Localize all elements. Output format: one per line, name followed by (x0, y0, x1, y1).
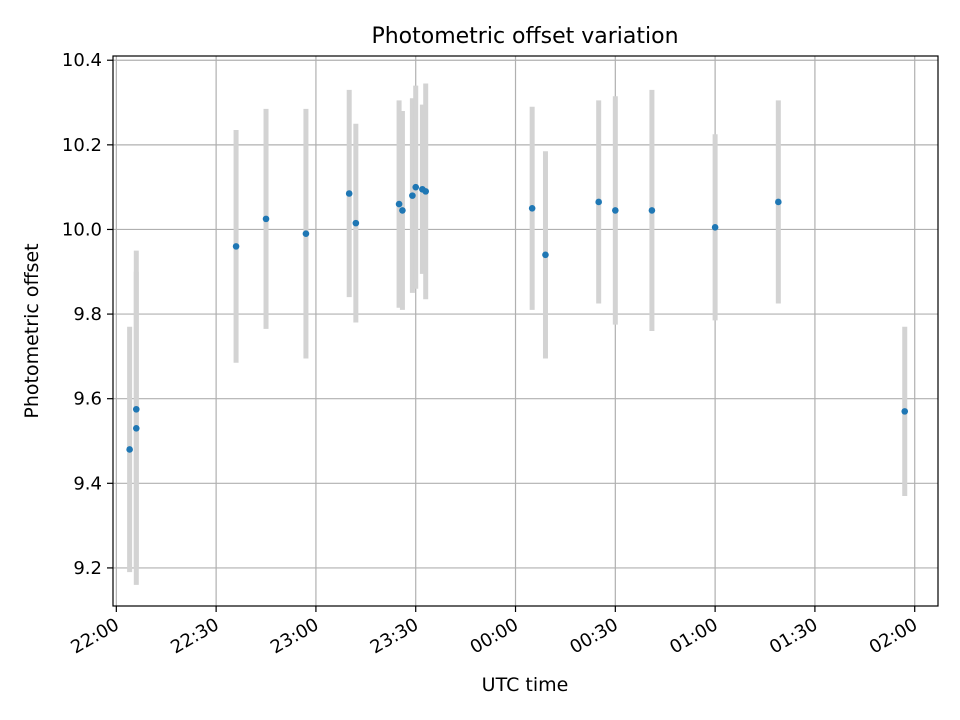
data-point (352, 219, 360, 227)
data-point (345, 190, 353, 197)
data-point (648, 207, 656, 214)
data-point (612, 207, 619, 214)
data-point-layer (126, 183, 909, 453)
data-point (126, 446, 133, 453)
data-point (232, 243, 240, 250)
data-point (395, 200, 403, 208)
y-tick-label: 9.2 (73, 558, 102, 579)
data-point (409, 192, 416, 199)
data-point (901, 408, 909, 415)
y-tick-label: 10.4 (62, 50, 102, 71)
data-point (542, 251, 549, 259)
y-tick-label: 9.8 (73, 304, 102, 325)
y-tick-label: 10.2 (62, 135, 102, 156)
data-point (302, 230, 310, 237)
data-point (711, 224, 719, 231)
data-point (775, 198, 782, 206)
data-point (412, 183, 420, 191)
data-point (595, 198, 602, 206)
y-tick-label: 9.4 (73, 473, 102, 494)
plot-frame (112, 55, 939, 607)
plot-area (113, 56, 938, 606)
y-tick-label: 9.6 (73, 389, 102, 410)
data-point (399, 207, 406, 214)
data-point (262, 215, 270, 223)
x-axis-label: UTC time (482, 674, 569, 696)
data-point (132, 425, 140, 432)
y-axis-label: Photometric offset (21, 243, 43, 418)
chart-title: Photometric offset variation (371, 24, 678, 49)
data-point (528, 205, 536, 212)
data-point (132, 405, 140, 413)
y-tick-label: 10.0 (62, 219, 102, 240)
data-point (422, 188, 430, 195)
